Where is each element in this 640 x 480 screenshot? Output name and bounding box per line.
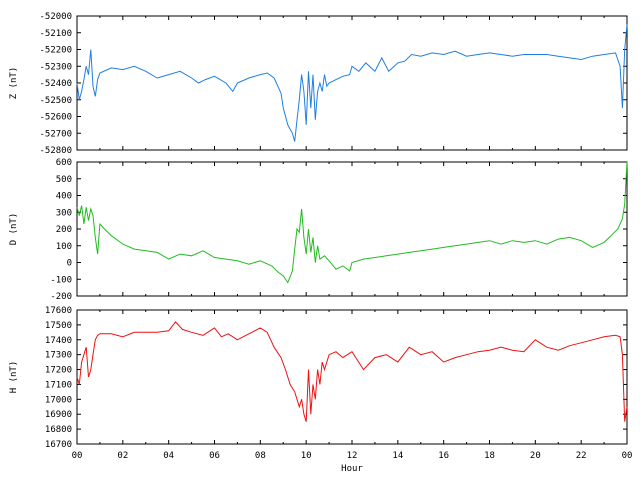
y-tick-label: -52300 bbox=[39, 62, 72, 72]
x-tick-label: 12 bbox=[347, 451, 358, 461]
y-tick-label: -52100 bbox=[39, 29, 72, 39]
y-tick-label: -52600 bbox=[39, 113, 72, 123]
y-tick-label: 16900 bbox=[45, 410, 72, 420]
y-axis-label: D (nT) bbox=[9, 213, 19, 246]
series-line bbox=[76, 24, 628, 142]
y-tick-label: 17300 bbox=[45, 351, 72, 361]
panel-2: 17600 17500 17400 17300 17200 17100 17000 16900… bbox=[9, 306, 632, 474]
y-tick-label: -52700 bbox=[39, 129, 72, 139]
x-tick-label: 08 bbox=[255, 451, 266, 461]
panel-1: 600 500 400 300 200 100 0 -100 -200 D (nT) bbox=[9, 158, 628, 302]
y-axis-label: H (nT) bbox=[9, 361, 19, 394]
y-tick-label: 200 bbox=[56, 225, 72, 235]
y-tick-label: 17000 bbox=[45, 395, 72, 405]
panel-0: -52000 -52100 -52200 -52300 -52400 -52500 -526… bbox=[9, 12, 628, 156]
y-axis-label: Z (nT) bbox=[9, 67, 19, 100]
y-tick-label: 500 bbox=[56, 175, 72, 185]
y-tick-label: -52000 bbox=[39, 12, 72, 22]
x-tick-label: 04 bbox=[163, 451, 174, 461]
plot-frame bbox=[76, 161, 628, 297]
x-tick-label: 22 bbox=[576, 451, 587, 461]
y-tick-label: 17400 bbox=[45, 336, 72, 346]
y-tick-label: 0 bbox=[67, 259, 72, 269]
y-tick-label: 17100 bbox=[45, 380, 72, 390]
y-tick-label: -52400 bbox=[39, 79, 72, 89]
y-tick-label: 17600 bbox=[45, 306, 72, 316]
y-tick-label: 16800 bbox=[45, 425, 72, 435]
y-tick-label: 17500 bbox=[45, 321, 72, 331]
y-tick-label: -52500 bbox=[39, 96, 72, 106]
y-tick-label: -52200 bbox=[39, 46, 72, 56]
x-tick-label: 18 bbox=[484, 451, 495, 461]
y-tick-label: -52800 bbox=[39, 146, 72, 156]
series-line bbox=[76, 321, 628, 422]
x-tick-label: 06 bbox=[209, 451, 220, 461]
y-tick-label: 400 bbox=[56, 192, 72, 202]
x-tick-label: 02 bbox=[117, 451, 128, 461]
y-tick-label: 16700 bbox=[45, 440, 72, 450]
y-tick-label: 300 bbox=[56, 208, 72, 218]
y-tick-label: 17200 bbox=[45, 366, 72, 376]
x-tick-label: 00 bbox=[72, 451, 83, 461]
plot-frame bbox=[76, 15, 628, 151]
y-tick-label: -100 bbox=[50, 275, 72, 285]
y-tick-label: 600 bbox=[56, 158, 72, 168]
plot-frame bbox=[76, 309, 628, 445]
x-tick-label: 20 bbox=[530, 451, 541, 461]
x-tick-label: 10 bbox=[301, 451, 312, 461]
y-tick-label: 100 bbox=[56, 242, 72, 252]
x-tick-label: 00 bbox=[622, 451, 633, 461]
x-tick-label: 14 bbox=[392, 451, 403, 461]
y-tick-label: -200 bbox=[50, 292, 72, 302]
x-axis-label: Hour bbox=[341, 464, 363, 474]
x-tick-label: 16 bbox=[438, 451, 449, 461]
series-line bbox=[76, 161, 628, 284]
